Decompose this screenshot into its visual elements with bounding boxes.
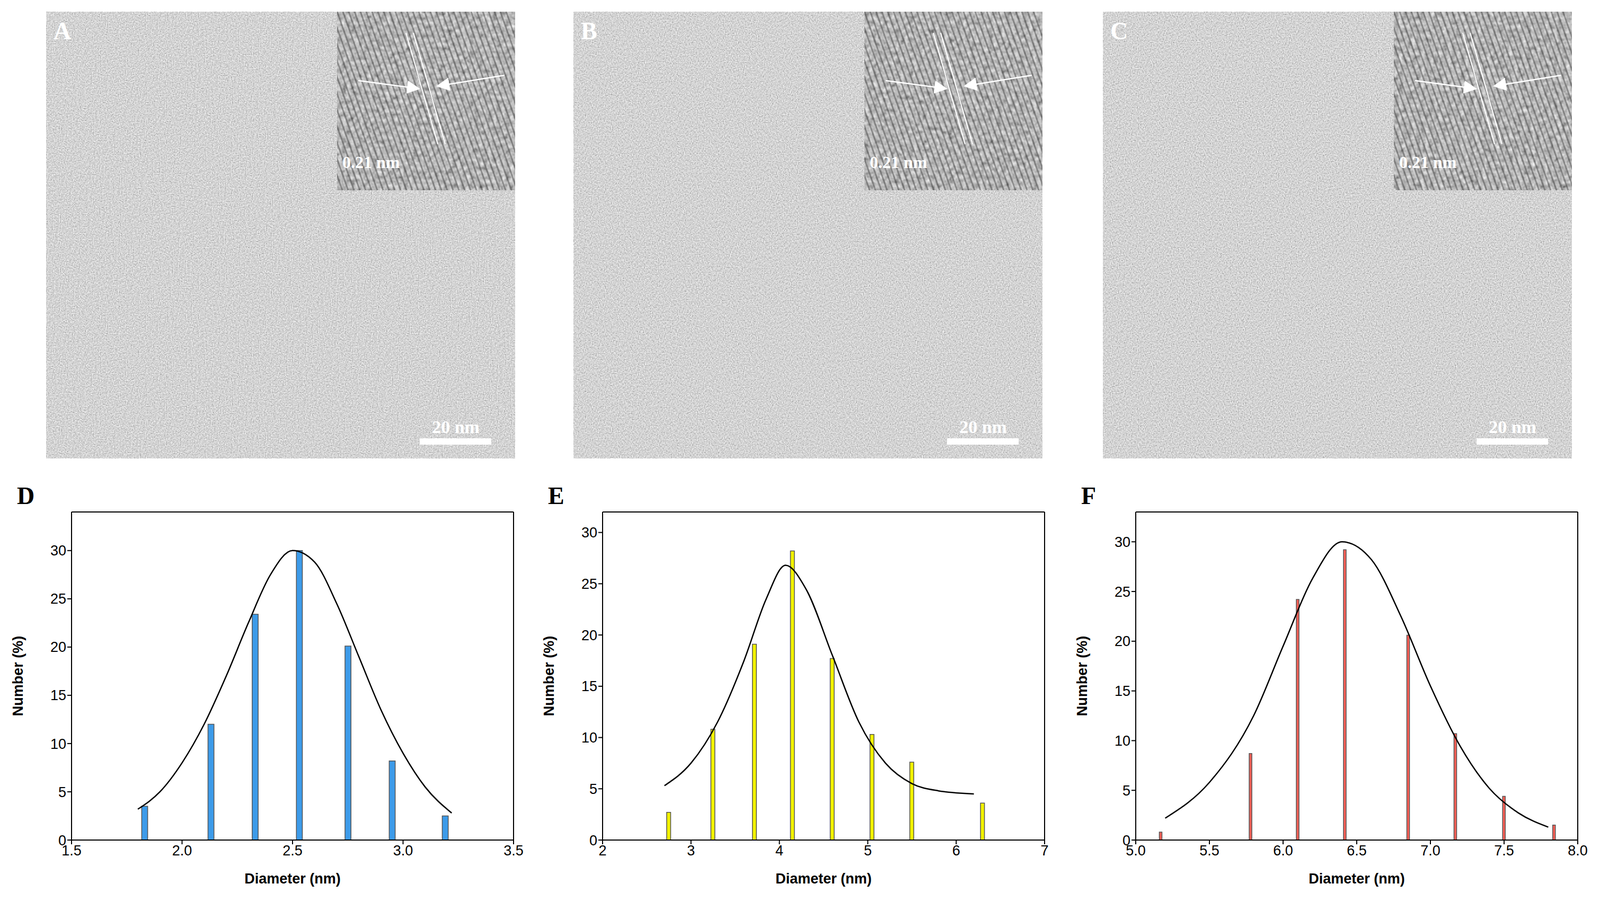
svg-text:0: 0 [589,832,598,849]
svg-text:0.21 nm: 0.21 nm [342,152,401,172]
svg-text:A: A [53,17,72,45]
svg-text:7: 7 [1040,842,1049,859]
html-text:D: D [16,482,35,510]
svg-text:Number (%): Number (%) [10,635,26,717]
svg-text:7.5: 7.5 [1494,842,1515,859]
svg-text:15: 15 [50,687,67,704]
svg-text:6.5: 6.5 [1346,842,1367,859]
svg-text:0.21 nm: 0.21 nm [869,152,928,172]
svg-text:8.0: 8.0 [1567,842,1588,859]
svg-text:4: 4 [775,842,784,859]
svg-text:20: 20 [581,627,598,644]
svg-text:5: 5 [863,842,872,859]
svg-text:6.0: 6.0 [1273,842,1294,859]
svg-text:20 nm: 20 nm [431,417,480,437]
svg-text:15: 15 [581,678,598,695]
svg-text:25: 25 [1114,584,1131,600]
svg-text:30: 30 [581,524,598,541]
svg-text:25: 25 [581,576,598,592]
svg-text:Number (%): Number (%) [541,635,558,717]
svg-text:10: 10 [581,729,598,746]
svg-text:2.5: 2.5 [282,842,303,859]
svg-text:0: 0 [58,832,67,849]
svg-text:5: 5 [589,781,598,798]
svg-text:7.0: 7.0 [1420,842,1441,859]
svg-text:2.0: 2.0 [172,842,193,859]
svg-text:20 nm: 20 nm [1488,417,1537,437]
svg-text:3.5: 3.5 [503,842,524,859]
svg-text:30: 30 [50,542,67,559]
svg-text:20: 20 [1114,633,1131,650]
svg-text:10: 10 [1114,732,1131,749]
svg-text:20: 20 [50,639,67,656]
svg-text:10: 10 [50,736,67,753]
svg-text:5: 5 [58,784,67,801]
svg-text:5.0: 5.0 [1125,842,1146,859]
svg-text:B: B [580,17,598,45]
svg-text:20 nm: 20 nm [959,417,1007,437]
svg-text:1.5: 1.5 [61,842,82,859]
svg-text:6: 6 [952,842,961,859]
svg-text:Diameter (nm): Diameter (nm) [1308,870,1405,887]
svg-text:C: C [1110,17,1128,45]
svg-text:2: 2 [598,842,607,859]
svg-text:25: 25 [50,590,67,607]
svg-text:0.21 nm: 0.21 nm [1399,152,1457,172]
svg-text:5: 5 [1122,782,1131,799]
html-text:F: F [1081,482,1097,510]
svg-text:Diameter (nm): Diameter (nm) [244,870,341,887]
svg-text:0: 0 [1122,832,1131,849]
svg-text:Diameter (nm): Diameter (nm) [775,870,872,887]
svg-text:15: 15 [1114,683,1131,700]
svg-text:30: 30 [1114,534,1131,551]
svg-text:3.0: 3.0 [393,842,414,859]
svg-text:5.5: 5.5 [1199,842,1220,859]
svg-text:Number (%): Number (%) [1074,635,1091,717]
svg-text:3: 3 [686,842,695,859]
html-text:E: E [547,482,565,510]
